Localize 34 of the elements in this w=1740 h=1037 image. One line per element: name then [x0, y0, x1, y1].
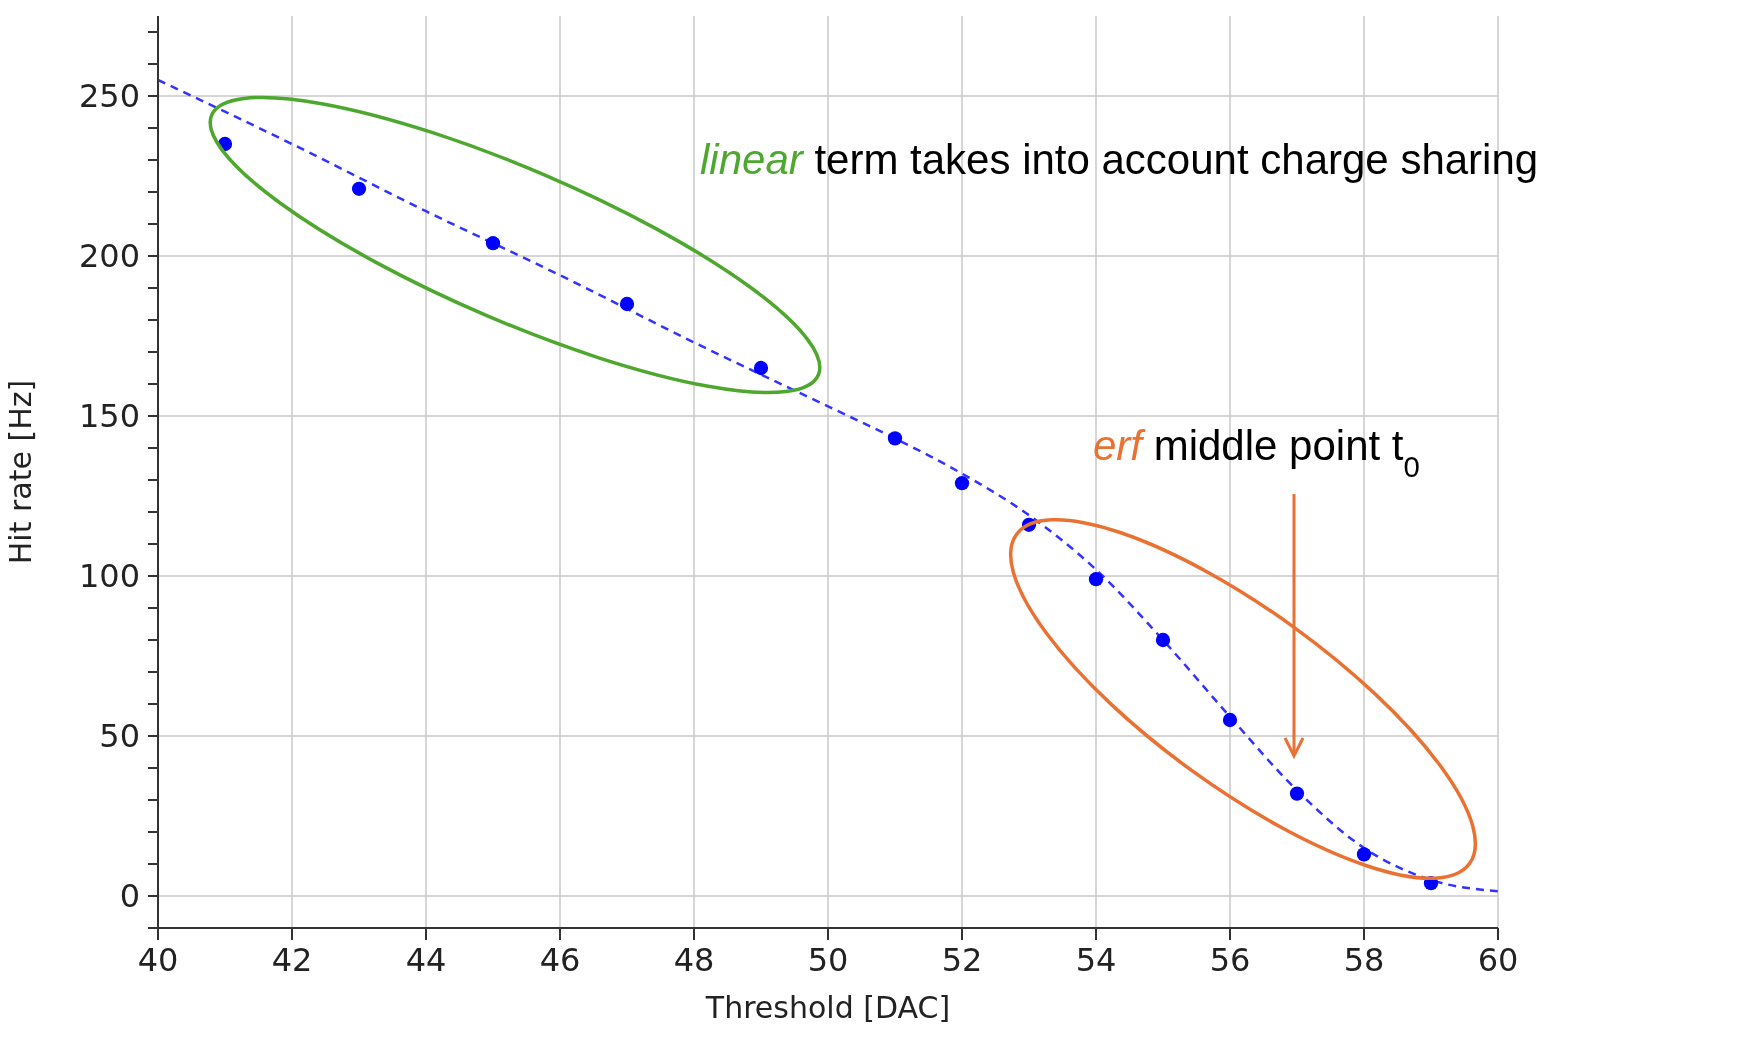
point	[753, 360, 769, 376]
x-tick-label: 54	[1075, 940, 1117, 979]
point	[1088, 572, 1104, 587]
y-tick-label: 100	[78, 557, 140, 596]
y-axis-title: Hit rate [Hz]	[2, 379, 38, 565]
point	[1222, 712, 1238, 728]
point	[1289, 786, 1305, 801]
y-tick-label: 150	[78, 397, 140, 436]
point	[619, 296, 635, 312]
x-tick-label: 40	[137, 940, 179, 979]
y-tick-label: 50	[99, 717, 140, 756]
annotation: middle point t$_{0}$	[1153, 422, 1420, 483]
point	[954, 476, 970, 491]
y-tick-label: 250	[78, 77, 140, 116]
x-tick-label: 46	[539, 940, 581, 979]
point	[887, 431, 903, 446]
point	[1155, 632, 1171, 648]
y-tick-label: 200	[78, 237, 140, 276]
annotation: term takes into account charge sharing	[814, 136, 1539, 183]
point	[1356, 847, 1372, 862]
annotation: linear	[700, 136, 805, 183]
x-tick-label: 44	[405, 940, 447, 979]
x-tick-label: 58	[1343, 940, 1385, 979]
point	[485, 236, 501, 251]
x-tick-label: 52	[941, 940, 983, 979]
x-tick-label: 48	[673, 940, 715, 979]
annotation: erf	[1093, 422, 1147, 469]
x-tick-label: 56	[1209, 940, 1251, 979]
point	[351, 181, 367, 196]
x-tick-label: 60	[1477, 940, 1519, 979]
y-tick-label: 0	[119, 877, 140, 916]
x-tick-label: 50	[807, 940, 849, 979]
x-tick-label: 42	[271, 940, 313, 979]
x-axis-title: Threshold [DAC]	[704, 990, 951, 1025]
